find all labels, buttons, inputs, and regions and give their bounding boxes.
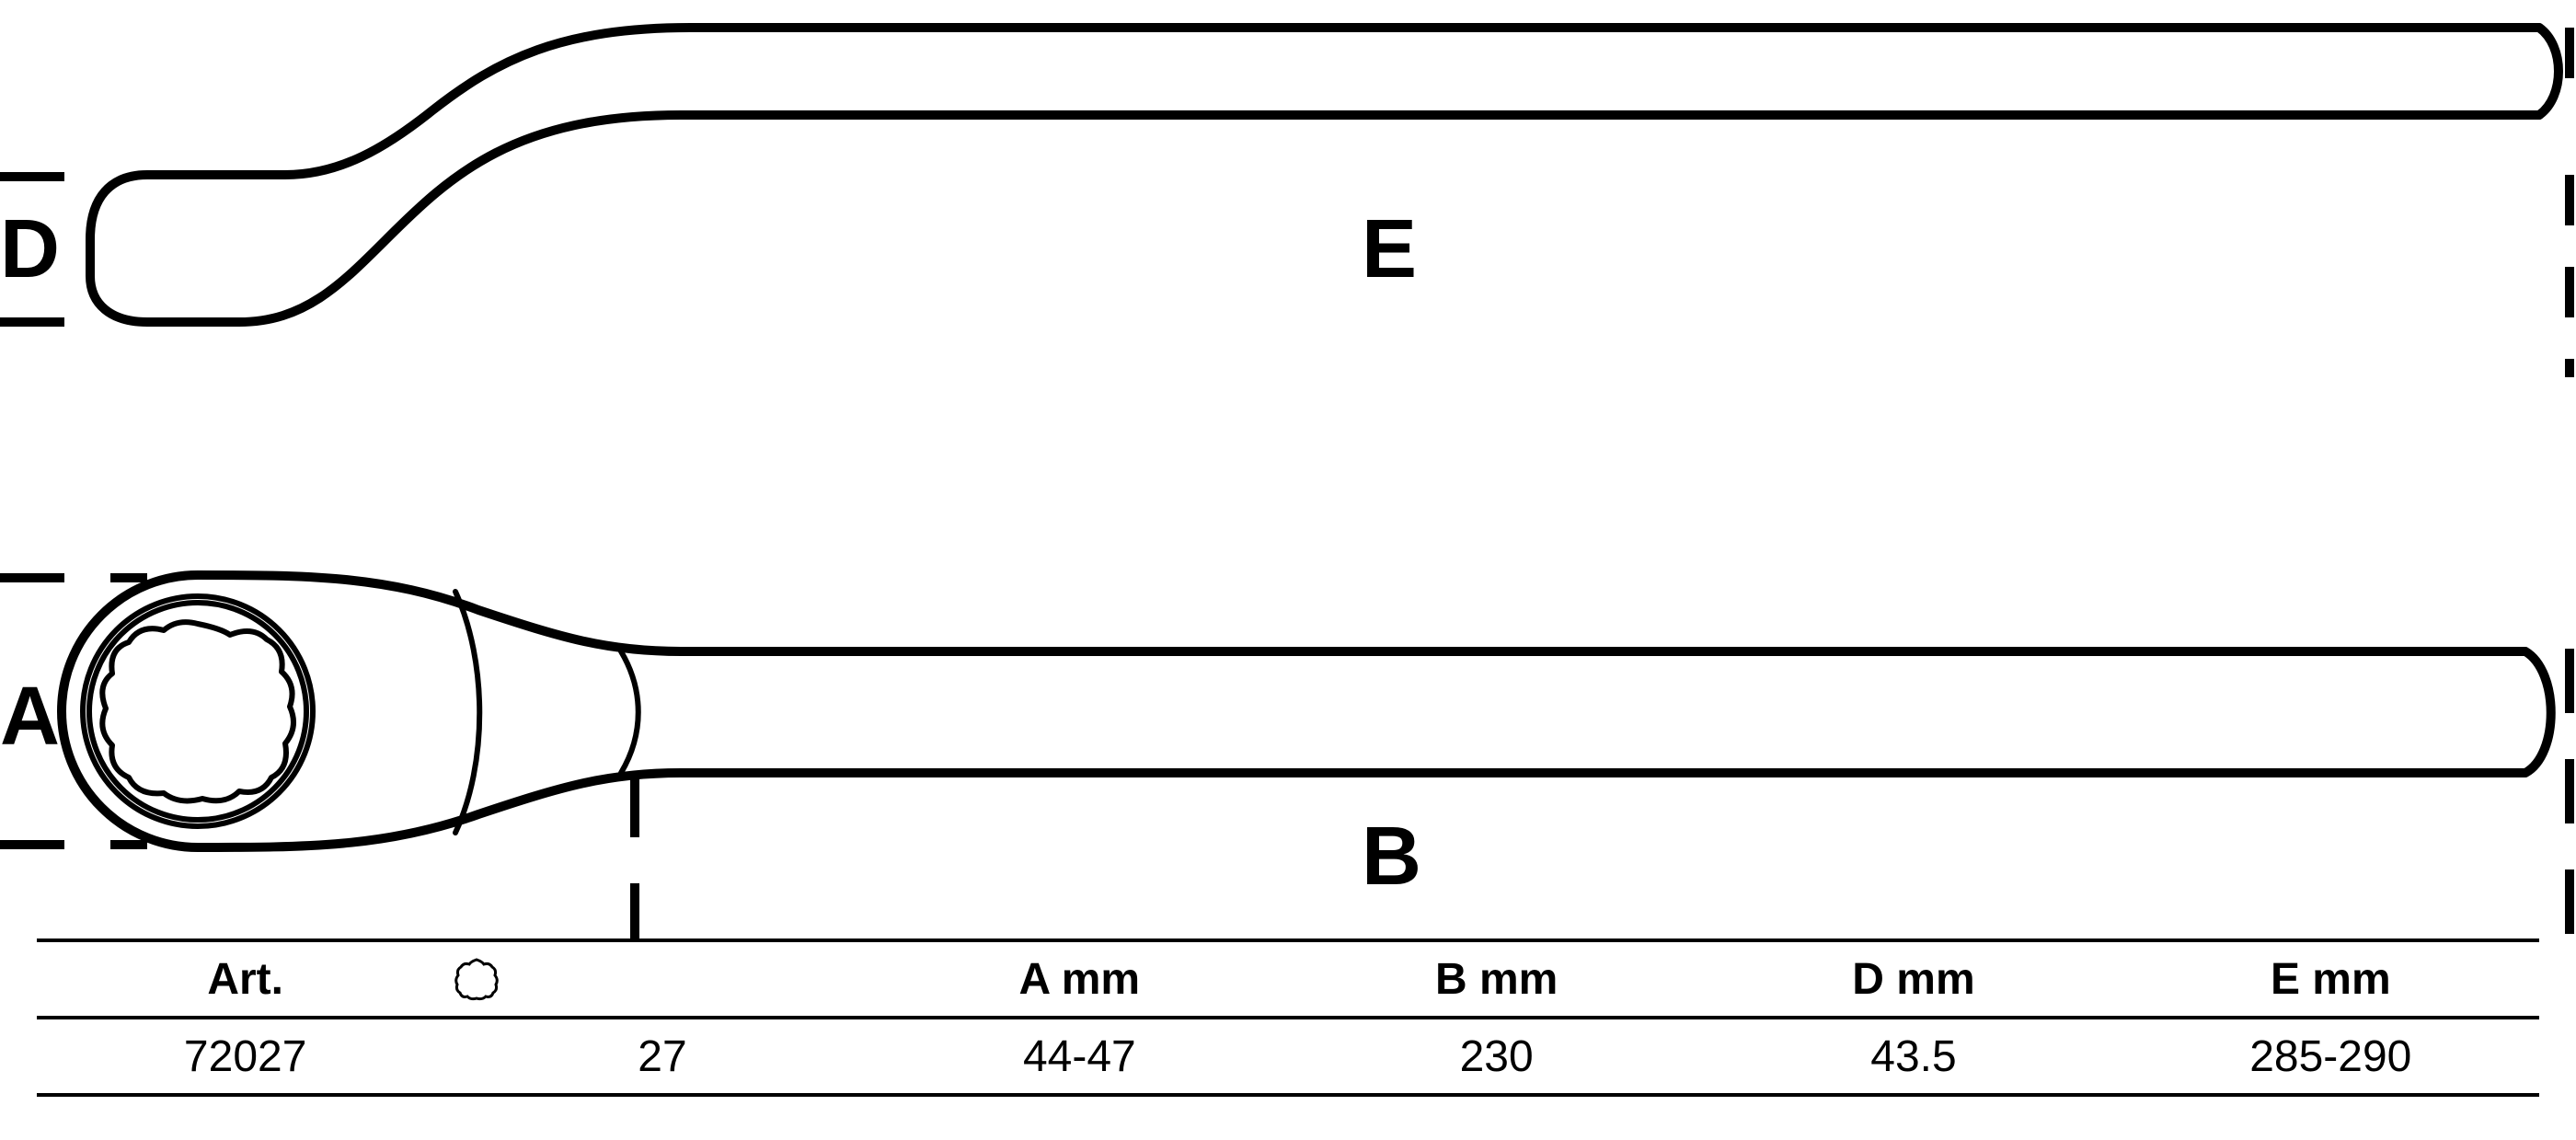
cell-a: 44-47 xyxy=(871,1031,1288,1082)
spec-table: Art. A mm B mm D mm E mm 72027 27 44-47 … xyxy=(37,938,2539,1097)
cell-art: 72027 xyxy=(37,1031,454,1082)
cell-size: 27 xyxy=(454,1031,870,1082)
col-header-a: A mm xyxy=(871,954,1288,1005)
col-header-b: B mm xyxy=(1288,954,1705,1005)
spline-icon xyxy=(454,956,500,1002)
col-header-d: D mm xyxy=(1705,954,2122,1005)
cell-e: 285-290 xyxy=(2122,1031,2539,1082)
cell-d: 43.5 xyxy=(1705,1031,2122,1082)
label-a: A xyxy=(0,670,60,765)
col-header-spline-icon xyxy=(454,956,870,1002)
label-d: D xyxy=(0,202,60,297)
col-header-art: Art. xyxy=(37,954,454,1005)
label-b: B xyxy=(1362,810,1421,904)
table-header-row: Art. A mm B mm D mm E mm xyxy=(37,938,2539,1016)
top-view-drawing xyxy=(0,497,2576,938)
cell-b: 230 xyxy=(1288,1031,1705,1082)
side-view-drawing xyxy=(0,0,2576,377)
label-e: E xyxy=(1362,202,1417,297)
page: D E A B Art. A mm B mm D mm E mm 72027 2… xyxy=(0,0,2576,1140)
table-row: 72027 27 44-47 230 43.5 285-290 xyxy=(37,1016,2539,1097)
col-header-e: E mm xyxy=(2122,954,2539,1005)
